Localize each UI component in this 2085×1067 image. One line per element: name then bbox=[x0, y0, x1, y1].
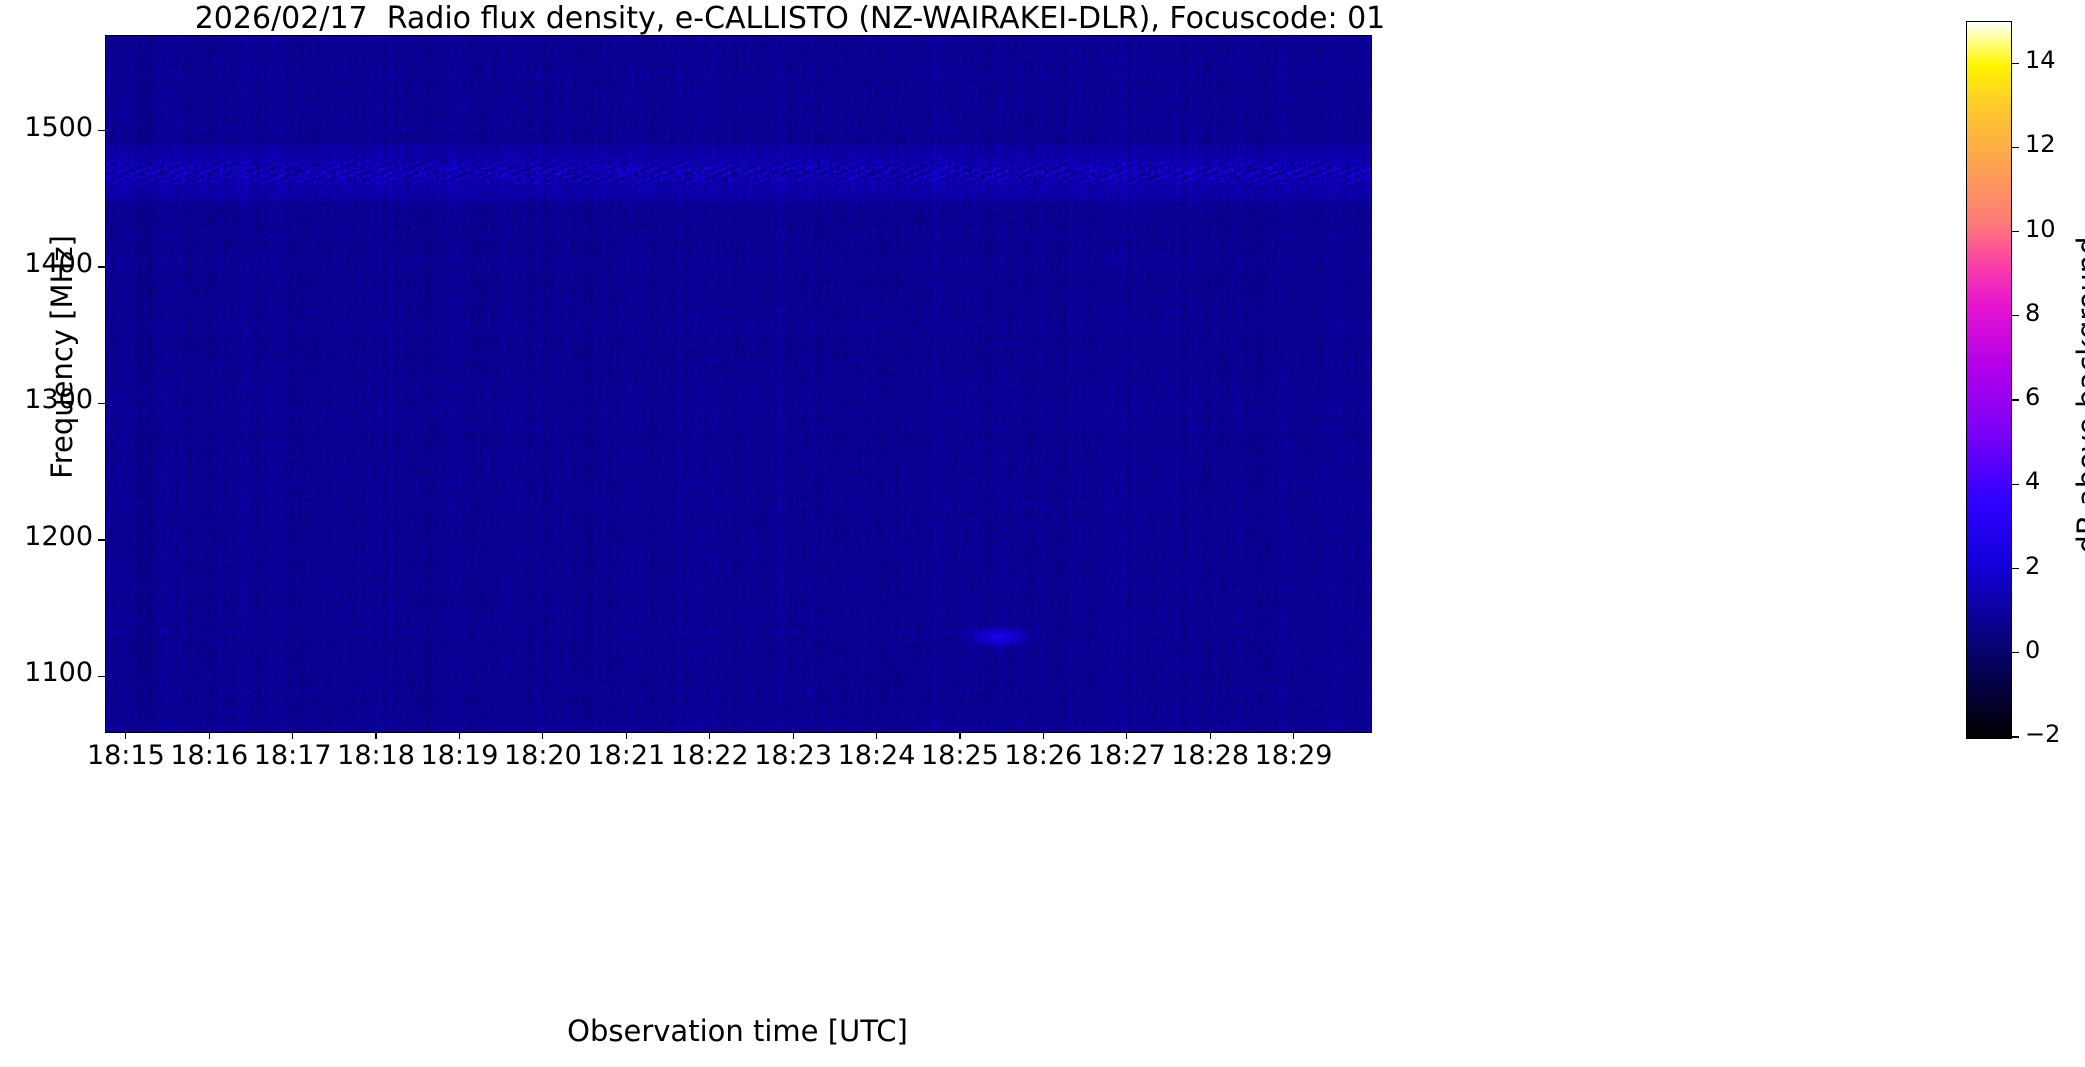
x-tick-label: 18:29 bbox=[1254, 740, 1333, 771]
x-tick-mark bbox=[1209, 732, 1211, 739]
x-tick-label: 18:25 bbox=[921, 740, 999, 771]
colorbar-tick-mark bbox=[2012, 483, 2019, 485]
colorbar-gradient bbox=[1967, 22, 2011, 738]
x-tick-mark bbox=[1126, 732, 1128, 739]
x-tick-mark bbox=[959, 732, 961, 739]
colorbar-tick-label: 14 bbox=[2025, 46, 2056, 75]
colorbar-tick-label: −2 bbox=[2025, 720, 2061, 748]
colorbar-tick-mark bbox=[2012, 315, 2019, 317]
colorbar-tick-label: 10 bbox=[2025, 214, 2056, 243]
colorbar-tick-label: 8 bbox=[2025, 298, 2041, 327]
colorbar-tick-mark bbox=[2012, 736, 2019, 738]
y-tick-label: 1100 bbox=[24, 657, 93, 689]
y-tick-label: 1200 bbox=[24, 520, 93, 552]
x-tick-mark bbox=[625, 732, 627, 739]
y-tick-mark bbox=[98, 129, 105, 132]
colorbar-label: dB above background bbox=[2071, 236, 2085, 554]
colorbar-tick-mark bbox=[2012, 146, 2019, 148]
colorbar-tick-label: 6 bbox=[2025, 383, 2041, 412]
y-tick-mark bbox=[98, 675, 105, 677]
x-tick-label: 18:16 bbox=[170, 740, 249, 771]
y-tick-mark bbox=[98, 266, 105, 268]
y-tick-label: 1400 bbox=[24, 248, 93, 279]
x-tick-label: 18:18 bbox=[337, 740, 415, 771]
x-tick-label: 18:19 bbox=[420, 740, 499, 771]
x-tick-mark bbox=[125, 732, 127, 739]
y-tick-label: 1300 bbox=[24, 384, 93, 416]
x-tick-label: 18:24 bbox=[837, 740, 916, 771]
spectrogram-image bbox=[106, 36, 1371, 732]
y-tick-mark bbox=[98, 402, 105, 405]
colorbar-tick-label: 4 bbox=[2025, 467, 2041, 496]
colorbar-tick-mark bbox=[2012, 652, 2019, 654]
x-tick-mark bbox=[208, 732, 210, 739]
x-tick-label: 18:15 bbox=[86, 740, 165, 771]
x-tick-mark bbox=[1292, 732, 1295, 739]
x-tick-mark bbox=[875, 732, 878, 739]
y-tick-label: 1500 bbox=[24, 111, 93, 143]
x-tick-label: 18:26 bbox=[1004, 740, 1083, 771]
colorbar[interactable] bbox=[1966, 21, 2012, 739]
spectrogram-plot-area[interactable] bbox=[105, 35, 1372, 733]
x-tick-mark bbox=[292, 732, 294, 739]
y-tick-mark bbox=[98, 539, 105, 541]
colorbar-tick-mark bbox=[2012, 230, 2019, 233]
colorbar-tick-label: 12 bbox=[2025, 130, 2056, 159]
x-tick-mark bbox=[375, 732, 377, 739]
colorbar-tick-label: 2 bbox=[2025, 551, 2041, 580]
page-title: 2026/02/17 Radio flux density, e-CALLIST… bbox=[194, 1, 1386, 36]
x-tick-mark bbox=[792, 732, 794, 739]
x-axis-label: Observation time [UTC] bbox=[567, 1014, 908, 1048]
x-tick-mark bbox=[542, 732, 544, 739]
colorbar-tick-mark bbox=[2012, 399, 2019, 401]
colorbar-tick-mark bbox=[2012, 62, 2019, 64]
x-tick-mark bbox=[458, 732, 461, 739]
x-tick-mark bbox=[1042, 732, 1044, 739]
x-tick-label: 18:28 bbox=[1171, 740, 1250, 771]
x-tick-label: 18:27 bbox=[1087, 740, 1166, 771]
x-tick-label: 18:17 bbox=[253, 740, 332, 771]
x-tick-label: 18:21 bbox=[587, 740, 666, 771]
x-tick-mark bbox=[709, 732, 711, 739]
x-tick-label: 18:23 bbox=[754, 740, 832, 771]
x-tick-label: 18:22 bbox=[670, 740, 749, 771]
x-tick-label: 18:20 bbox=[503, 740, 582, 771]
colorbar-tick-mark bbox=[2012, 567, 2019, 570]
colorbar-tick-label: 0 bbox=[2025, 635, 2041, 664]
